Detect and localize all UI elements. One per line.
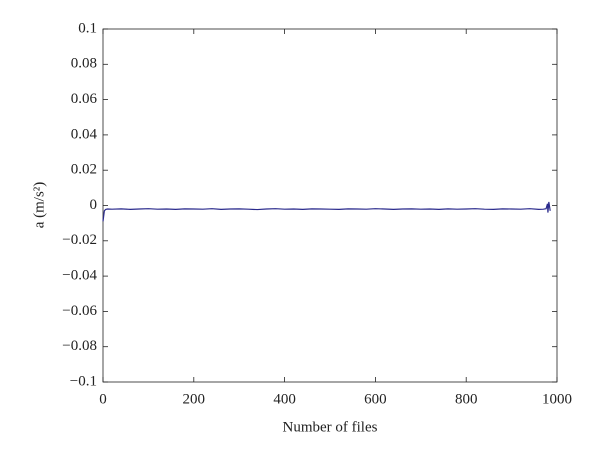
y-tick-label: 0.06: [71, 91, 98, 107]
x-tick-label: 400: [273, 391, 296, 407]
y-tick-label: 0.08: [71, 56, 97, 72]
y-axis-label: a (m/s²): [31, 182, 47, 229]
y-tick-label: 0.02: [71, 162, 97, 178]
x-tick-label: 0: [99, 391, 107, 407]
y-tick-label: −0.1: [70, 373, 97, 389]
y-tick-label: 0.1: [78, 20, 97, 36]
x-tick-label: 1000: [542, 391, 572, 407]
x-tick-label: 800: [455, 391, 478, 407]
x-axis-label: Number of files: [283, 419, 378, 435]
data-line: [102, 201, 551, 222]
y-tick-label: −0.04: [62, 268, 97, 284]
x-tick-label: 200: [183, 391, 206, 407]
y-tick-label: 0: [90, 197, 98, 213]
y-tick-label: −0.08: [62, 338, 97, 354]
x-tick-label: 600: [364, 391, 387, 407]
y-tick-label: −0.02: [62, 232, 97, 248]
plot-frame: [102, 28, 558, 383]
y-tick-label: −0.06: [62, 303, 97, 319]
y-tick-label: 0.04: [71, 126, 98, 142]
